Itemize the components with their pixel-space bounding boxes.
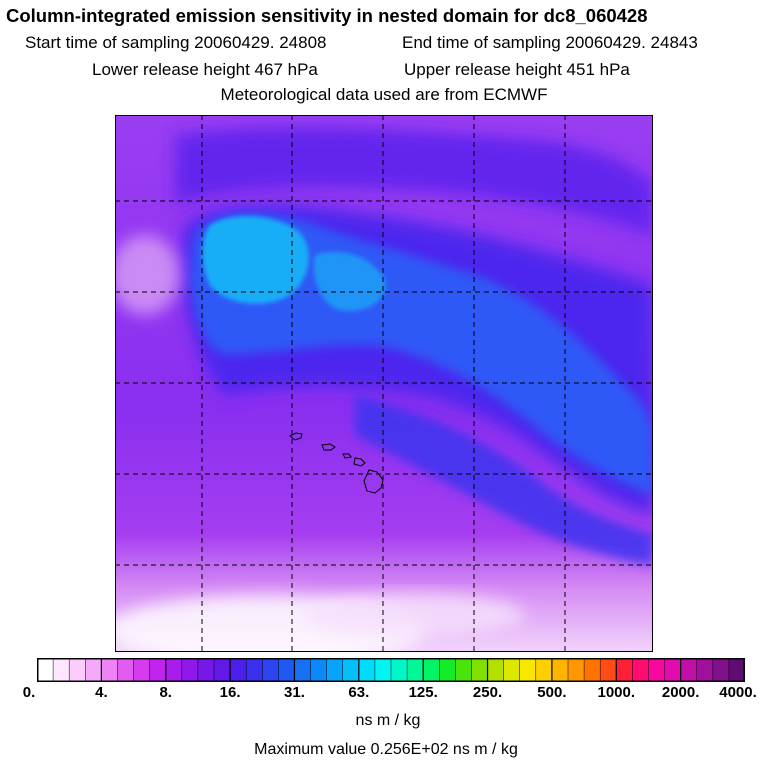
colorbar-segment	[680, 658, 698, 682]
colorbar-segment	[181, 658, 199, 682]
colorbar-segment	[584, 658, 601, 682]
colorbar	[37, 658, 745, 682]
colorbar-segment	[69, 658, 86, 682]
colorbar-segment	[423, 658, 440, 682]
coastlines	[289, 432, 384, 494]
colorbar-frame	[37, 658, 745, 682]
plume-core	[191, 213, 653, 495]
colorbar-segment	[712, 658, 730, 682]
colorbar-segment	[439, 658, 456, 682]
colorbar-segment	[358, 658, 376, 682]
colorbar-segment	[407, 658, 424, 682]
island-oahu	[321, 443, 336, 451]
colorbar-segment	[648, 658, 666, 682]
colorbar-segment	[278, 658, 296, 682]
colorbar-tick-label: 0.	[22, 684, 36, 701]
colorbar-segment	[664, 658, 682, 682]
start-time-label: Start time of sampling 20060429. 24808	[25, 33, 327, 52]
colorbar-tick-label: 16.	[219, 684, 241, 701]
colorbar-segment	[197, 658, 215, 682]
colorbar-segment	[246, 658, 263, 682]
colorbar-segment	[535, 658, 553, 682]
island-kauai	[289, 432, 303, 441]
colorbar-units: ns m / kg	[355, 712, 421, 729]
map-canvas	[115, 115, 653, 652]
colorbar-segment	[262, 658, 279, 682]
colorbar-segment	[391, 658, 408, 682]
lower-release-label: Lower release height 467 hPa	[92, 60, 318, 79]
upper-sensitivity-band	[175, 127, 653, 235]
colorbar-segment	[53, 658, 70, 682]
colorbar-segment	[616, 658, 633, 682]
colorbar-tick-label: 8.	[159, 684, 172, 701]
colorbar-tick-label: 250.	[472, 684, 503, 701]
figure-title: Column-integrated emission sensitivity i…	[6, 5, 648, 26]
colorbar-segment	[101, 658, 119, 682]
colorbar-tick-label: 4000.	[719, 684, 757, 701]
island-hawaii	[363, 469, 384, 494]
sensitivity-map	[115, 115, 653, 652]
colorbar-segment	[487, 658, 505, 682]
colorbar-tick-label: 63.	[348, 684, 370, 701]
colorbar-segment	[214, 658, 231, 682]
upper-release-label: Upper release height 451 hPa	[404, 60, 630, 79]
colorbar-segment	[696, 658, 714, 682]
colorbar-segment	[632, 658, 650, 682]
colorbar-segment	[85, 658, 102, 682]
map-frame	[115, 115, 653, 652]
colorbar-segment	[471, 658, 489, 682]
colorbar-segment	[503, 658, 521, 682]
colorbar-segment	[728, 658, 745, 682]
bottom-low-region-east	[305, 593, 525, 637]
colorbar-segment	[600, 658, 617, 682]
colorbar-segment	[455, 658, 473, 682]
colorbar-tick-label: 31.	[284, 684, 305, 701]
colorbar-segment	[310, 658, 328, 682]
island-molokai	[342, 453, 352, 459]
maximum-value-label: Maximum value 0.256E+02 ns m / kg	[254, 741, 518, 758]
colorbar-tick-label: 4.	[95, 684, 108, 701]
colorbar-segment	[326, 658, 344, 682]
colorbar-segment	[149, 658, 167, 682]
end-time-label: End time of sampling 20060429. 24843	[402, 33, 698, 52]
colorbar-segment	[342, 658, 360, 682]
colorbar-tick-labels: 0. 4. 8. 16. 31. 63. 125. 250. 500. 1000. 2000. 400…	[0, 684, 768, 706]
island-maui	[353, 457, 366, 467]
colorbar-tick-label: 500.	[537, 684, 567, 701]
colorbar-segment	[568, 658, 585, 682]
met-data-label: Meteorological data used are from ECMWF	[220, 85, 548, 104]
colorbar-tick-label: 2000.	[661, 684, 700, 701]
colorbar-tick-label: 125.	[408, 684, 438, 701]
colorbar-tick-label: 1000.	[597, 684, 636, 701]
colorbar-segment	[519, 658, 537, 682]
colorbar-segment	[551, 658, 569, 682]
colorbar-segment	[37, 658, 54, 682]
colorbar-segment	[230, 658, 247, 682]
plume-tail	[355, 395, 653, 565]
colorbar-segment	[294, 658, 312, 682]
colorbar-segment	[133, 658, 151, 682]
peak-sensitivity-region	[202, 216, 309, 304]
colorbar-segment	[165, 658, 183, 682]
colorbar-segment	[374, 658, 392, 682]
left-low-patch	[115, 235, 180, 315]
secondary-peak-region	[313, 251, 386, 311]
colorbar-segment	[117, 658, 135, 682]
